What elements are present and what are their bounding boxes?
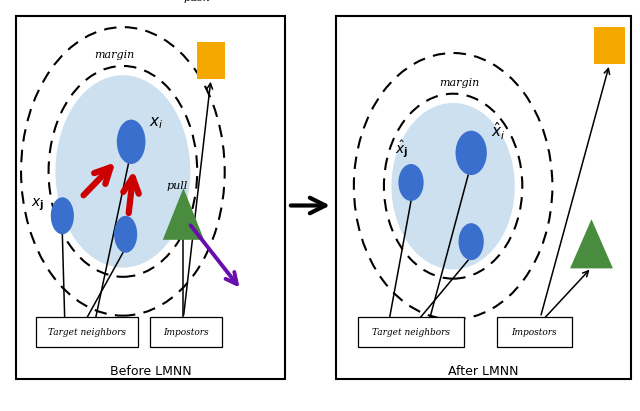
FancyBboxPatch shape xyxy=(595,27,625,64)
Ellipse shape xyxy=(56,75,190,268)
Ellipse shape xyxy=(456,131,487,175)
Text: push: push xyxy=(184,0,211,2)
FancyBboxPatch shape xyxy=(15,16,285,379)
FancyBboxPatch shape xyxy=(197,42,225,79)
Polygon shape xyxy=(163,188,204,240)
Ellipse shape xyxy=(117,120,145,164)
Text: Impostors: Impostors xyxy=(163,328,209,337)
Text: $\mathit{x}_\mathregular{j}$: $\mathit{x}_\mathregular{j}$ xyxy=(31,196,44,213)
Text: pull: pull xyxy=(167,181,188,191)
FancyBboxPatch shape xyxy=(358,317,463,347)
Text: $\hat{\mathit{x}}_i$: $\hat{\mathit{x}}_i$ xyxy=(491,120,506,141)
FancyBboxPatch shape xyxy=(336,16,630,379)
Ellipse shape xyxy=(51,197,74,234)
Ellipse shape xyxy=(392,103,515,270)
Text: Before LMNN: Before LMNN xyxy=(109,365,191,378)
Text: margin: margin xyxy=(439,78,479,88)
Text: margin: margin xyxy=(95,50,135,60)
Polygon shape xyxy=(570,219,613,268)
Text: $\hat{\mathit{x}}_\mathregular{j}$: $\hat{\mathit{x}}_\mathregular{j}$ xyxy=(396,139,409,160)
Text: $\mathit{x}_i$: $\mathit{x}_i$ xyxy=(148,115,163,131)
Ellipse shape xyxy=(458,223,484,260)
Text: Target neighbors: Target neighbors xyxy=(48,328,126,337)
FancyBboxPatch shape xyxy=(497,317,572,347)
FancyBboxPatch shape xyxy=(150,317,222,347)
Ellipse shape xyxy=(114,216,137,253)
Text: Impostors: Impostors xyxy=(511,328,557,337)
Text: After LMNN: After LMNN xyxy=(448,365,518,378)
FancyBboxPatch shape xyxy=(36,317,138,347)
Text: Target neighbors: Target neighbors xyxy=(372,328,450,337)
Ellipse shape xyxy=(398,164,424,201)
